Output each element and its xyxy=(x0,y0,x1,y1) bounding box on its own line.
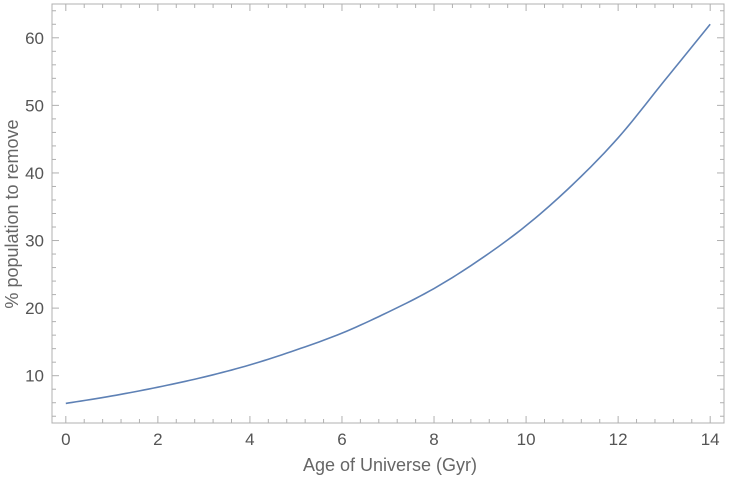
y-tick-label: 60 xyxy=(25,29,44,48)
x-tick-label: 14 xyxy=(701,430,720,449)
plot-frame xyxy=(51,3,725,424)
x-axis-title: Age of Universe (Gyr) xyxy=(303,455,477,475)
y-tick-label: 10 xyxy=(25,367,44,386)
y-tick-label: 20 xyxy=(25,299,44,318)
tick-labels: 0 2 4 6 8 10 12 14 10 20 30 40 50 60 xyxy=(25,29,720,449)
x-tick-label: 12 xyxy=(609,430,628,449)
x-tick-label: 4 xyxy=(245,430,254,449)
x-tick-label: 8 xyxy=(429,430,438,449)
y-tick-label: 40 xyxy=(25,164,44,183)
y-axis-title: % population to remove xyxy=(2,119,22,308)
series-line xyxy=(65,23,711,405)
axis-ticks xyxy=(52,4,724,423)
x-tick-label: 2 xyxy=(153,430,162,449)
x-tick-label: 0 xyxy=(61,430,70,449)
y-tick-label: 30 xyxy=(25,232,44,251)
x-tick-label: 6 xyxy=(337,430,346,449)
x-tick-label: 10 xyxy=(517,430,536,449)
y-tick-label: 50 xyxy=(25,96,44,115)
